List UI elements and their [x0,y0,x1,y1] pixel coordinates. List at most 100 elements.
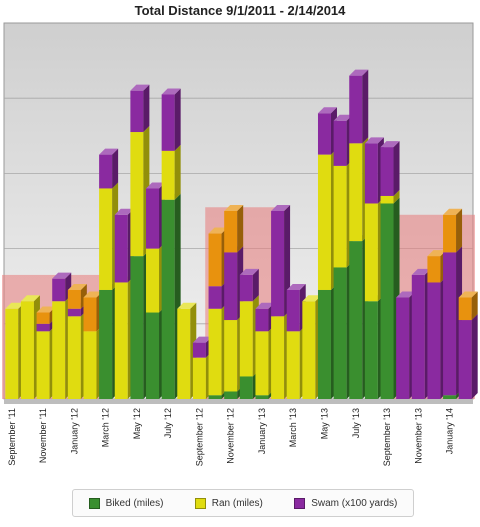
bar-segment-ran [99,188,113,290]
bar-segment-ran [333,165,347,268]
bar-segment-series-3-top [458,291,478,298]
legend-item-swam[interactable]: Swam (x100 yards) [294,497,398,509]
bar-segment-swam [208,286,222,309]
bar-segment-swam [146,188,160,249]
chart-title: Total Distance 9/1/2011 - 2/14/2014 [134,3,346,18]
bar-segment-ran [317,154,331,290]
bar-segment-ran [83,331,97,399]
bar-segment-ran-top [302,295,322,302]
bar-segment-biked [146,312,160,399]
bar-segment-series-3-top [208,227,228,234]
bar-segment-swam-top [146,182,166,189]
bar-segment-ran [349,143,363,242]
legend-item-biked[interactable]: Biked (miles) [88,497,164,509]
bar-segment-series-3 [458,297,472,321]
bar-segment-swam-top [271,205,291,211]
x-tick-label: January '14 [445,408,455,454]
bar-segment-ran [192,357,206,399]
bar-segment-swam [458,320,472,399]
bar-segment-swam [380,147,394,196]
legend-item-ran[interactable]: Ran (miles) [194,497,263,509]
bar-segment-swam-top [99,148,119,155]
x-tick-label: March '13 [288,408,298,447]
bar-segment-swam-top [114,208,134,215]
bar-segment-ran-top [20,295,40,302]
bar-segment-swam [443,252,457,396]
bar-segment-swam [427,282,441,399]
bar-segment-biked [349,241,363,399]
bar-segment-series-3-side [237,205,244,253]
bar-segment-swam [349,75,363,144]
bar-segment-swam [224,252,238,321]
bar-segment-series-3 [427,256,441,283]
bar-segment-swam-top [364,137,384,144]
x-tick-label: January '13 [257,408,267,454]
bar-segment-biked [380,203,394,399]
legend-swatch-ran [194,497,206,509]
bar-segment-biked [333,267,347,399]
bar-segment-biked [224,391,238,399]
bar-segment-swam-top [286,283,306,290]
legend-swatch-biked [88,497,100,509]
bar-segment-biked [161,199,175,399]
bar-segment-swam-top [411,268,431,275]
bar-segment-swam [36,323,50,332]
bar-segment-biked [239,376,253,399]
bar-segment-swam [130,90,144,133]
x-tick-label: January '12 [69,408,79,454]
bar-segment-swam [411,274,425,399]
bar-segment-swam-top [396,291,416,298]
x-tick-label: July '13 [351,408,361,438]
bar-segment-swam [364,143,378,204]
bar-segment-series-3 [443,214,457,253]
bar-segment-swam-side [174,88,181,151]
bar-segment-ran-side [393,189,400,204]
bar-segment-swam [317,113,331,155]
bar-segment-swam-top [255,302,275,309]
bar-segment-ran [364,203,378,302]
bar-segment-series-3-top [36,306,56,313]
bar-segment-biked [443,395,457,399]
bar-segment-swam [239,274,253,302]
bar-segment-swam-side [471,314,478,399]
bar-segment-swam [161,94,175,151]
x-tick-label: November '13 [413,408,423,464]
bar-segment-ran [36,331,50,399]
bar-segment-series-3 [36,312,50,324]
bar-segment-biked [317,289,331,399]
bar-segment-ran [286,331,300,399]
bar-segment-ran-top [177,302,197,309]
bar-segment-swam [286,289,300,332]
bar-segment-swam-top [333,114,353,121]
bar-segment-ran [146,248,160,313]
legend-label-biked: Biked (miles) [105,497,164,509]
bar-segment-swam [255,308,269,332]
bar-segment-swam [67,308,81,317]
bar-segment-swam [192,342,206,358]
bar-segment-ran-top [5,302,25,309]
x-tick-label: July '12 [163,408,173,438]
bar-segment-series-3-top [67,283,87,290]
x-tick-label: September '13 [382,408,392,466]
x-tick-label: November '11 [38,408,48,463]
bar-segment-swam [271,211,285,317]
bar-segment-biked [99,289,113,399]
bar-segment-ran [271,316,285,399]
bar-segment-swam [333,120,347,166]
legend-swatch-swam [294,497,306,509]
bar-segment-ran [239,301,253,377]
x-tick-label: May '13 [319,408,329,439]
bar-segment-swam-side [143,84,150,133]
bar-segment-ran [208,308,222,396]
bar-segment-swam-top [130,84,150,91]
bar-segment-ran [67,316,81,399]
bar-segment-series-3-top [83,291,103,298]
bar-segment-swam-top [192,336,212,343]
bar-segment-ran [114,282,128,399]
bar-segment-ran [224,320,238,392]
chart-legend: Biked (miles) Ran (miles) Swam (x100 yar… [72,489,414,517]
legend-label-swam: Swam (x100 yards) [311,497,398,509]
chart-floor [4,399,473,404]
bar-segment-ran [161,150,175,200]
bar-segment-swam [52,278,66,302]
